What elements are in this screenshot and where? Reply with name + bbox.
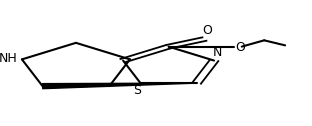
Text: O: O (202, 24, 212, 37)
Polygon shape (42, 83, 197, 89)
Text: N: N (212, 46, 222, 59)
Text: NH: NH (0, 52, 18, 65)
Text: O: O (235, 41, 245, 54)
Text: S: S (134, 84, 141, 97)
